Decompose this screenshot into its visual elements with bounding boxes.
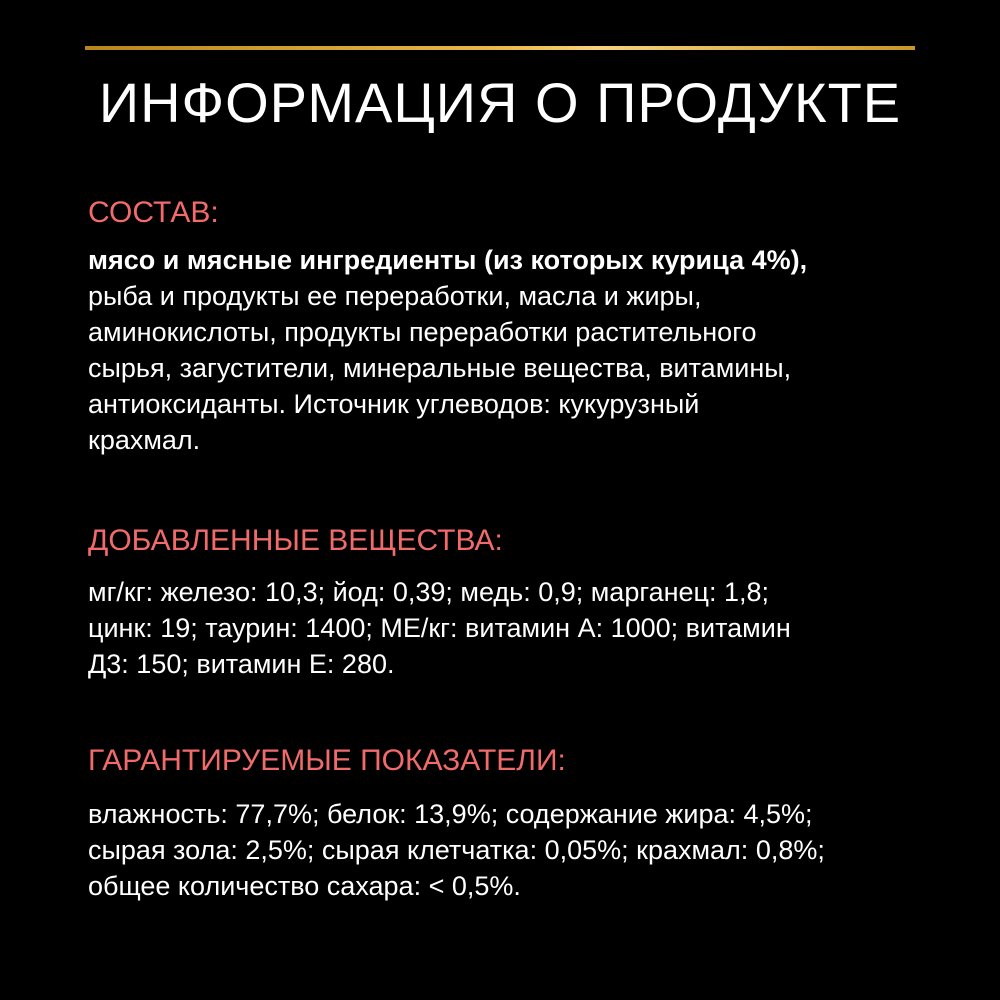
additives-text: мг/кг: железо: 10,3; йод: 0,39; медь: 0,… — [88, 574, 791, 682]
composition-line: сырья, загустители, минеральные вещества… — [88, 353, 792, 383]
composition-line: аминокислоты, продукты переработки расти… — [88, 317, 757, 347]
composition-line: крахмал. — [88, 425, 201, 455]
page-title: ИНФОРМАЦИЯ О ПРОДУКТЕ — [98, 71, 902, 134]
composition-line: мясо и мясные ингредиенты (из которых ку… — [88, 245, 808, 275]
guaranteed-heading: ГАРАНТИРУЕМЫЕ ПОКАЗАТЕЛИ: — [88, 744, 566, 777]
guaranteed-line: влажность: 77,7%; белок: 13,9%; содержан… — [88, 799, 813, 829]
gold-divider — [85, 46, 915, 50]
composition-heading: СОСТАВ: — [88, 196, 219, 229]
guaranteed-line: сырая зола: 2,5%; сырая клетчатка: 0,05%… — [88, 835, 825, 865]
composition-line: антиоксиданты. Источник углеводов: кукур… — [88, 389, 700, 419]
composition-line: рыба и продукты ее переработки, масла и … — [88, 281, 702, 311]
additives-line: мг/кг: железо: 10,3; йод: 0,39; медь: 0,… — [88, 577, 770, 607]
guaranteed-line: общее количество сахара: < 0,5%. — [88, 871, 521, 901]
additives-heading: ДОБАВЛЕННЫЕ ВЕЩЕСТВА: — [88, 524, 503, 557]
additives-line: цинк: 19; таурин: 1400; МЕ/кг: витамин А… — [88, 613, 791, 643]
additives-line: Д3: 150; витамин Е: 280. — [88, 649, 395, 679]
guaranteed-text: влажность: 77,7%; белок: 13,9%; содержан… — [88, 796, 825, 904]
composition-text: мясо и мясные ингредиенты (из которых ку… — [88, 242, 807, 458]
